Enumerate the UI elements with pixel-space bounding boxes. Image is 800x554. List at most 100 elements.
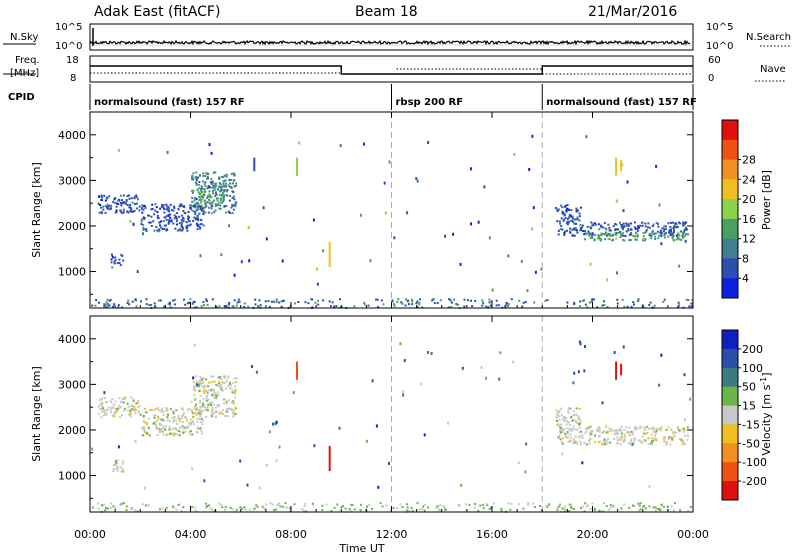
data-cell: [618, 428, 621, 431]
data-cell: [500, 509, 503, 512]
data-cell: [143, 421, 146, 424]
data-cell: [621, 163, 624, 167]
data-cell: [558, 434, 561, 437]
data-cell: [142, 429, 145, 432]
data-cell: [104, 305, 107, 308]
data-cell: [281, 300, 284, 303]
data-cell: [161, 418, 164, 421]
data-cell: [582, 230, 585, 232]
data-cell: [385, 504, 388, 507]
data-cell: [689, 397, 692, 401]
data-cell: [213, 411, 216, 414]
data-cell: [490, 300, 493, 303]
data-cell: [384, 211, 387, 215]
data-cell: [202, 377, 205, 380]
data-cell: [182, 217, 185, 219]
data-cell: [510, 502, 513, 505]
colorbar-tick-label: 50: [742, 381, 756, 394]
data-cell: [155, 427, 158, 430]
data-cell: [592, 222, 595, 225]
data-cell: [191, 174, 194, 177]
data-cell: [487, 306, 490, 309]
data-cell: [162, 413, 165, 416]
colorbar-tick-label: 100: [742, 362, 763, 375]
data-cell: [576, 421, 579, 424]
data-cell: [112, 201, 115, 204]
data-cell: [631, 443, 634, 446]
data-cell: [160, 428, 163, 431]
data-cell: [117, 467, 119, 469]
data-cell: [570, 428, 573, 430]
x-tick-label: 00:00: [74, 528, 106, 541]
data-cell: [215, 197, 218, 200]
data-cell: [314, 301, 317, 304]
data-cell: [431, 299, 434, 302]
data-cell: [563, 419, 566, 422]
data-cell: [642, 235, 645, 238]
data-cell: [200, 432, 203, 435]
data-cell: [198, 381, 200, 384]
data-cell: [198, 199, 201, 201]
data-cell: [570, 503, 573, 506]
data-cell: [204, 175, 207, 177]
data-cell: [681, 439, 684, 442]
data-cell: [606, 278, 609, 282]
data-cell: [194, 206, 197, 209]
data-cell: [597, 238, 600, 241]
data-cell: [564, 205, 567, 207]
data-cell: [213, 211, 216, 214]
data-cell: [658, 203, 661, 207]
data-cell: [353, 508, 356, 511]
data-cell: [660, 229, 662, 232]
data-cell: [191, 410, 194, 413]
data-cell: [104, 205, 107, 207]
data-cell: [661, 227, 664, 230]
data-cell: [564, 432, 567, 435]
data-cell: [652, 427, 655, 430]
data-cell: [168, 301, 171, 304]
data-cell: [637, 229, 639, 232]
data-cell: [110, 502, 113, 505]
data-cell: [670, 221, 672, 224]
data-cell: [340, 506, 343, 509]
data-cell: [655, 439, 658, 442]
data-cell: [168, 425, 171, 428]
data-cell: [584, 345, 586, 348]
data-cell: [654, 232, 657, 235]
data-cell: [483, 185, 486, 189]
colorbar-swatch: [722, 481, 738, 501]
cpid-segments: normalsound (fast) 157 RF rbsp 200 RF norm…: [94, 84, 697, 110]
data-cell: [197, 191, 200, 194]
data-cell: [681, 443, 684, 446]
data-cell: [659, 231, 661, 234]
data-cell: [348, 508, 351, 511]
data-cell: [561, 430, 564, 433]
data-cell: [222, 375, 225, 378]
data-cell: [129, 415, 132, 418]
data-cell: [147, 426, 150, 429]
data-cell: [142, 426, 145, 429]
data-cell: [667, 235, 670, 238]
data-cell: [98, 398, 101, 401]
data-cell: [571, 217, 574, 220]
data-cell: [448, 298, 451, 301]
data-cell: [190, 176, 193, 179]
data-cell: [632, 505, 635, 507]
data-cell: [201, 410, 204, 413]
colorbar-swatch: [722, 348, 738, 369]
data-cell: [178, 426, 181, 429]
data-cell: [583, 441, 586, 444]
data-cell: [118, 258, 121, 261]
data-cell: [181, 228, 184, 231]
data-cell: [200, 410, 203, 413]
data-cell: [303, 505, 306, 508]
beam-title: Beam 18: [355, 4, 418, 20]
data-cell: [216, 404, 219, 407]
data-cell: [575, 208, 578, 211]
data-cell: [634, 425, 637, 428]
data-cell: [233, 388, 236, 391]
data-cell: [561, 429, 564, 432]
data-cell: [212, 395, 215, 397]
data-cell: [629, 228, 632, 231]
